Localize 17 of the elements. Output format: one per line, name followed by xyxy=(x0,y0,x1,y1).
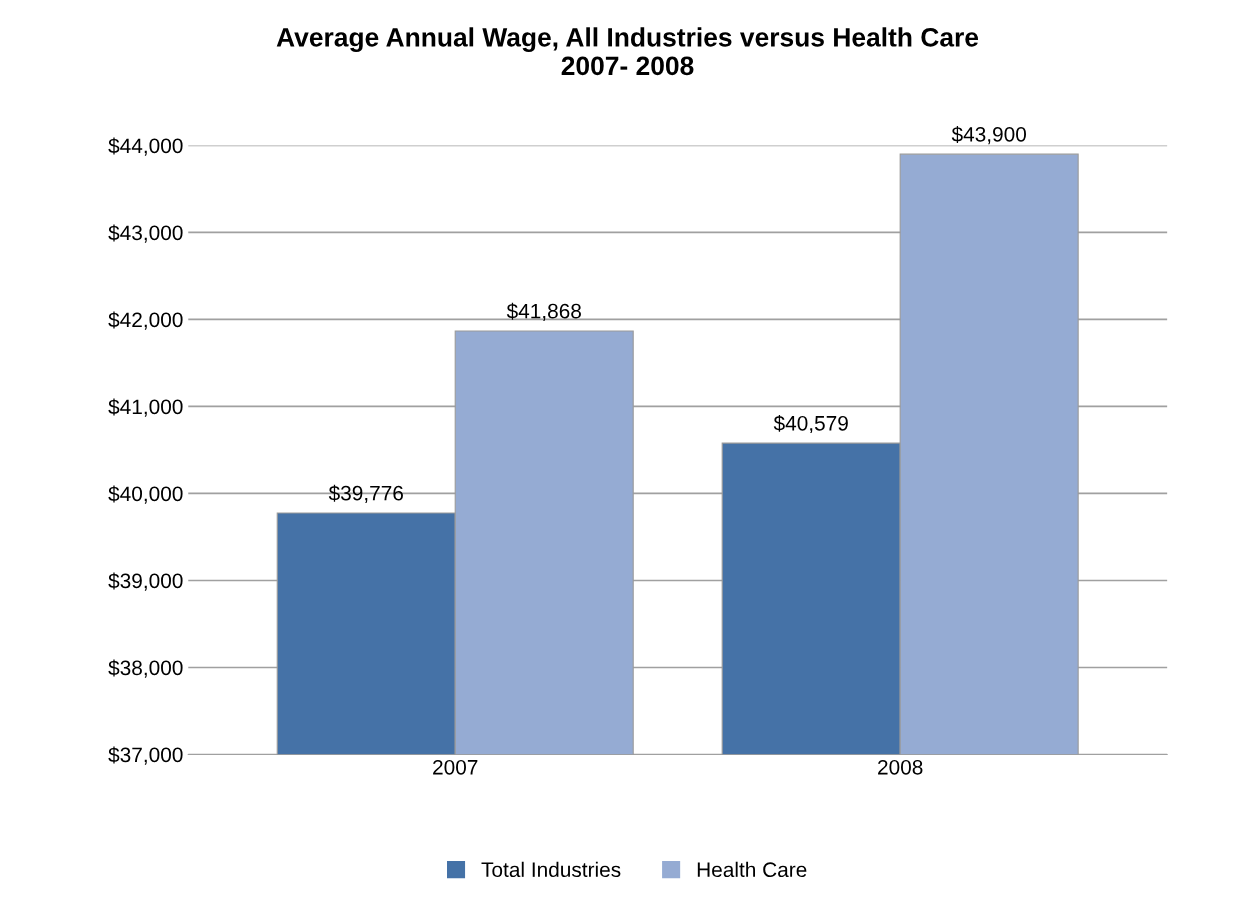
y-tick-label: $41,000 xyxy=(108,398,183,417)
y-tick-label: $40,000 xyxy=(108,485,183,504)
y-tick-label: $42,000 xyxy=(108,311,183,330)
y-tick-label: $37,000 xyxy=(108,746,183,765)
y-tick-label: $44,000 xyxy=(108,137,183,156)
y-tick-label: $39,000 xyxy=(108,572,183,591)
data-label: $41,868 xyxy=(506,302,581,321)
data-label: $39,776 xyxy=(328,484,403,503)
x-tick-label: 2008 xyxy=(878,759,923,775)
y-tick-label: $38,000 xyxy=(108,659,183,678)
data-label: $43,900 xyxy=(951,126,1027,145)
y-tick-label: $43,000 xyxy=(108,224,183,243)
chart-title: Average Annual Wage, All Industries versus Health Care 2007- 2008 xyxy=(276,27,979,76)
data-label: $40,579 xyxy=(773,415,848,434)
legend-label: Health Care xyxy=(697,861,807,878)
legend-label: Total Industries xyxy=(481,861,621,878)
x-tick-label: 2007 xyxy=(433,759,478,775)
